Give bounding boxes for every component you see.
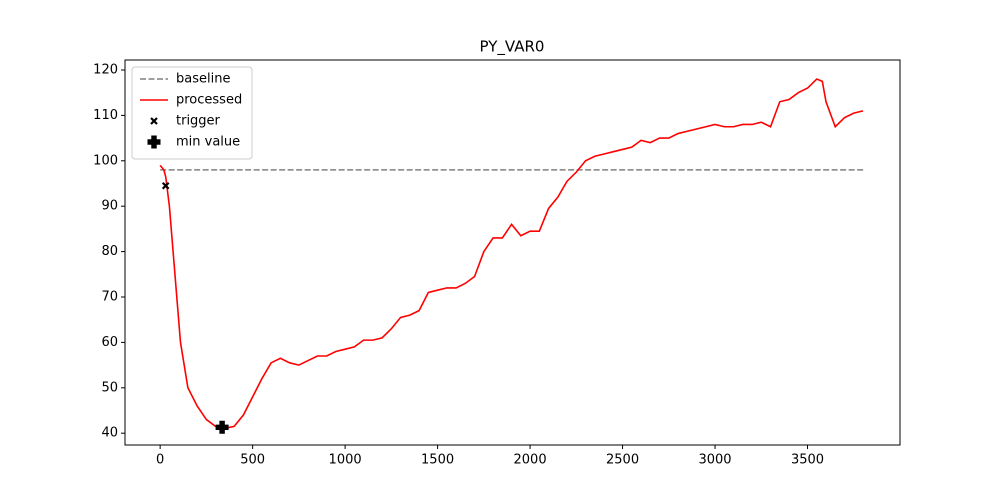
marker [215, 420, 229, 434]
plot-frame [124, 59, 901, 446]
y-tick-label: 70 [101, 289, 118, 304]
y-tick-label: 80 [101, 244, 118, 259]
x-tick-label: 2500 [606, 453, 639, 468]
x-tick-label: 0 [156, 453, 164, 468]
y-tick-label: 90 [101, 199, 118, 214]
legend-label: min value [176, 135, 240, 150]
x-tick-label: 2000 [514, 453, 547, 468]
y-tick-label: 100 [93, 153, 118, 168]
y-tick-label: 60 [101, 335, 118, 350]
chart-title: PY_VAR0 [480, 38, 545, 57]
legend-label: baseline [176, 72, 230, 87]
legend-swatch [150, 117, 158, 125]
x-tick-label: 3500 [791, 453, 824, 468]
legend-label: processed [176, 93, 242, 108]
y-tick-label: 40 [101, 426, 118, 441]
x-tick-label: 1500 [421, 453, 454, 468]
y-tick-label: 120 [93, 62, 118, 77]
x-tick-label: 3000 [698, 453, 731, 468]
marker [161, 181, 170, 190]
series-line [159, 78, 864, 430]
y-tick-label: 110 [93, 108, 118, 123]
y-tick-label: 50 [101, 380, 118, 395]
legend-box [131, 66, 253, 160]
legend-label: trigger [176, 114, 221, 129]
x-tick-label: 1000 [329, 453, 362, 468]
legend-swatch [147, 135, 161, 149]
x-tick-label: 500 [240, 453, 265, 468]
